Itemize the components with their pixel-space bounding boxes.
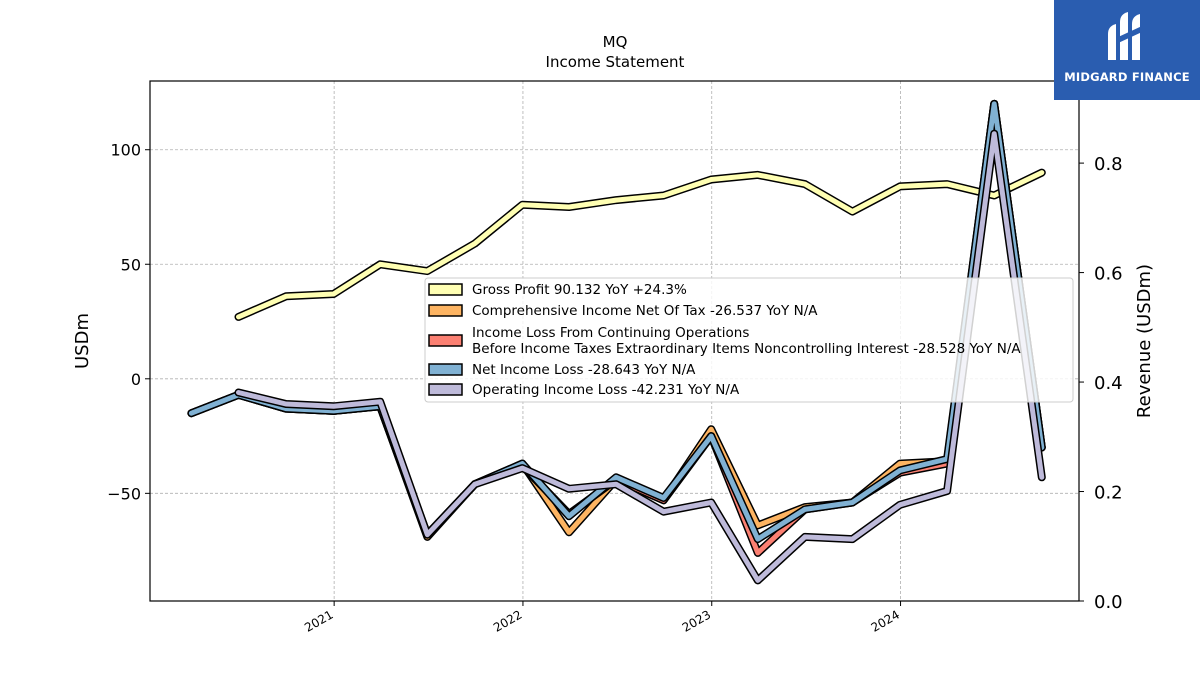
legend-label: Comprehensive Income Net Of Tax -26.537 … bbox=[472, 303, 818, 319]
legend-label: Net Income Loss -28.643 YoY N/A bbox=[472, 362, 696, 378]
legend-swatch bbox=[428, 304, 463, 317]
y-axis-label: USDm bbox=[72, 313, 93, 369]
plot-frame bbox=[149, 80, 1080, 602]
legend-item-gross-profit: Gross Profit 90.132 YoY +24.3% bbox=[428, 282, 687, 298]
series-gross-profit bbox=[234, 168, 1046, 321]
x-axis: 2021 2022 2023 2024 bbox=[302, 601, 902, 635]
x-tick-label: 2021 bbox=[302, 607, 335, 634]
legend-swatch bbox=[428, 383, 463, 396]
y2-tick-label: 0.2 bbox=[1094, 483, 1123, 504]
y2-tick-label: 0.4 bbox=[1094, 373, 1123, 394]
y-tick-label: 0 bbox=[131, 370, 141, 389]
brand-name: MIDGARD FINANCE bbox=[1064, 70, 1190, 84]
y2-tick-label: 0.8 bbox=[1094, 154, 1123, 175]
series-line bbox=[188, 101, 1045, 542]
series-line bbox=[236, 131, 1045, 583]
x-tick-label: 2024 bbox=[869, 607, 902, 634]
legend-item-comprehensive-income: Comprehensive Income Net Of Tax -26.537 … bbox=[428, 303, 818, 319]
x-tick-label: 2022 bbox=[491, 607, 524, 634]
legend-item-net-income: Net Income Loss -28.643 YoY N/A bbox=[428, 362, 696, 378]
brand-logo: MIDGARD FINANCE bbox=[1054, 0, 1200, 100]
legend-item-income-before-taxes: Income Loss From Continuing Operations B… bbox=[428, 325, 1021, 357]
y2-axis-label: Revenue (USDm) bbox=[1134, 264, 1155, 418]
y2-tick-label: 0.0 bbox=[1094, 592, 1123, 613]
series-net-income bbox=[187, 99, 1046, 544]
midgard-logo-icon bbox=[1108, 12, 1142, 60]
legend-swatch bbox=[428, 334, 463, 347]
legend-label: Gross Profit 90.132 YoY +24.3% bbox=[472, 282, 687, 298]
legend-swatch bbox=[428, 283, 463, 296]
y2-tick-label: 0.6 bbox=[1094, 264, 1123, 285]
legend-box bbox=[424, 277, 1074, 403]
y-axis-right: 0.8 0.6 0.4 0.2 0.0 bbox=[1079, 154, 1123, 613]
legend-item-operating-income: Operating Income Loss -42.231 YoY N/A bbox=[428, 382, 740, 398]
legend-swatch bbox=[428, 363, 463, 376]
legend-label: Operating Income Loss -42.231 YoY N/A bbox=[472, 382, 740, 398]
legend-label-line1: Income Loss From Continuing Operations bbox=[472, 325, 749, 341]
x-tick-label: 2023 bbox=[680, 607, 713, 634]
y-tick-label: 50 bbox=[121, 255, 141, 274]
series-layer bbox=[187, 99, 1046, 585]
legend-label-line2: Before Income Taxes Extraordinary Items … bbox=[472, 341, 1021, 357]
chart-title: MQ bbox=[603, 33, 628, 51]
y-axis-left: 100 50 0 −50 bbox=[107, 141, 150, 503]
series-operating-income bbox=[234, 129, 1046, 585]
chart-subtitle: Income Statement bbox=[546, 53, 685, 71]
series-line bbox=[236, 170, 1045, 320]
y-tick-label: 100 bbox=[110, 141, 141, 160]
legend: Gross Profit 90.132 YoY +24.3% Comprehen… bbox=[424, 277, 1074, 403]
y-tick-label: −50 bbox=[107, 484, 141, 503]
